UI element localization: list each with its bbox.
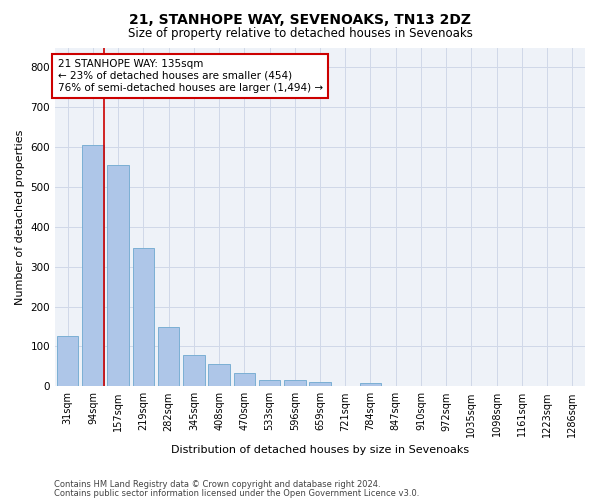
Bar [183,355,205,386]
Bar [360,383,381,386]
Bar [133,248,154,386]
Text: Contains public sector information licensed under the Open Government Licence v3: Contains public sector information licen… [54,490,419,498]
Text: Contains HM Land Registry data © Crown copyright and database right 2024.: Contains HM Land Registry data © Crown c… [54,480,380,489]
Bar [259,380,280,386]
Bar [309,382,331,386]
Bar [284,380,305,386]
Bar [57,336,79,386]
Bar [82,145,104,386]
Bar [158,328,179,386]
Text: 21 STANHOPE WAY: 135sqm
← 23% of detached houses are smaller (454)
76% of semi-d: 21 STANHOPE WAY: 135sqm ← 23% of detache… [58,60,323,92]
Text: 21, STANHOPE WAY, SEVENOAKS, TN13 2DZ: 21, STANHOPE WAY, SEVENOAKS, TN13 2DZ [129,12,471,26]
Bar [107,165,129,386]
Text: Size of property relative to detached houses in Sevenoaks: Size of property relative to detached ho… [128,28,472,40]
Bar [233,373,255,386]
Bar [208,364,230,386]
X-axis label: Distribution of detached houses by size in Sevenoaks: Distribution of detached houses by size … [171,445,469,455]
Y-axis label: Number of detached properties: Number of detached properties [15,129,25,304]
